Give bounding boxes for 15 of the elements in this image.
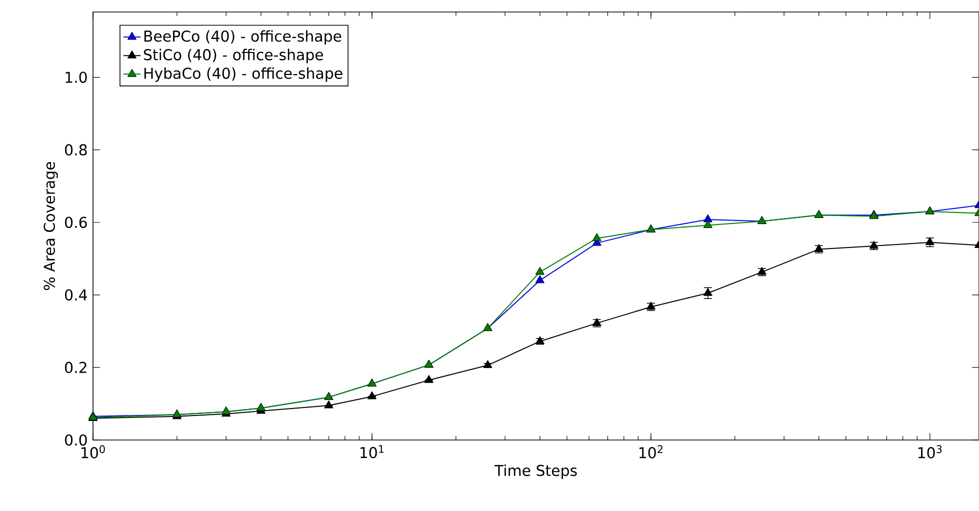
legend-label: StiCo (40) - office-shape: [144, 48, 324, 64]
y-tick-label: 0.6: [65, 216, 87, 228]
y-tick-label: 0.4: [65, 289, 87, 301]
y-tick-label: 0.8: [65, 144, 87, 156]
y-axis-title: % Area Coverage: [44, 162, 58, 290]
legend-label: BeePCo (40) - office-shape: [144, 30, 342, 45]
x-tick-label: 10$^{3}$: [918, 445, 942, 458]
y-tick-label: 0.2: [65, 362, 86, 374]
x-tick-label: 10$^{1}$: [360, 445, 384, 458]
y-tick-label: 0.0: [65, 434, 87, 446]
x-tick-label: 10$^{2}$: [639, 445, 662, 458]
y-tick-label: 1.0: [66, 72, 87, 83]
x-tick-label: 10$^{0}$: [82, 445, 105, 458]
x-axis-title: Time Steps: [494, 464, 577, 479]
legend-label: HybaCo (40) - office-shape: [144, 67, 342, 82]
